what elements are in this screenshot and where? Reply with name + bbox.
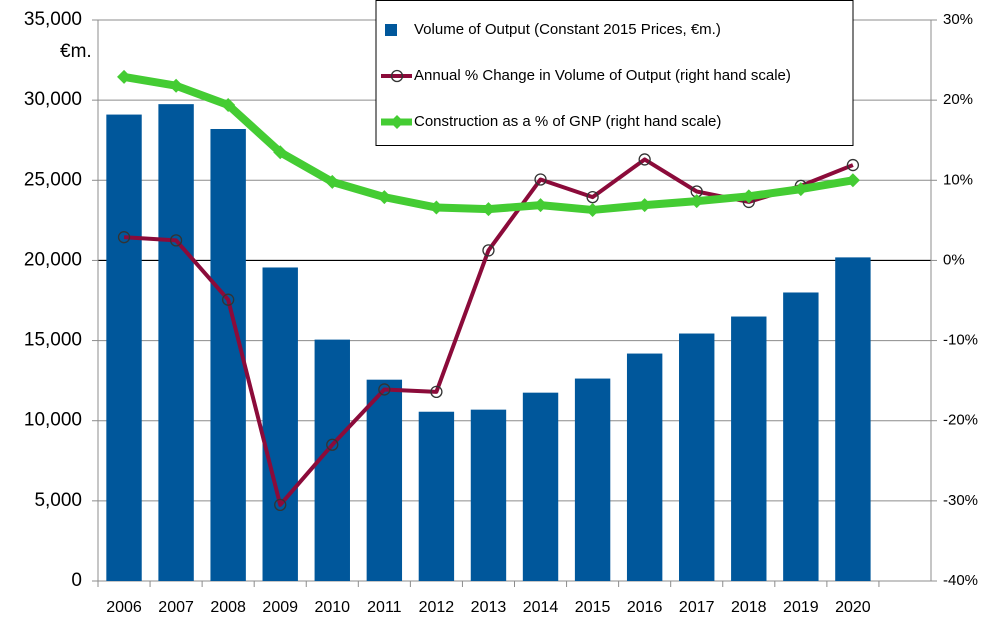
bar <box>783 292 819 581</box>
y-tick-label: 25,000 <box>24 169 82 190</box>
x-tick-label: 2008 <box>210 599 246 616</box>
y2-tick-label: -20% <box>943 412 978 429</box>
x-tick-label: 2006 <box>106 599 142 616</box>
line-marker <box>430 385 443 399</box>
y-tick-label: 10,000 <box>24 410 82 431</box>
line-marker <box>273 145 288 160</box>
y2-tick-label: 0% <box>943 251 965 268</box>
bar <box>158 104 194 582</box>
line-marker <box>689 194 704 209</box>
legend-marker <box>390 69 404 83</box>
line-marker <box>534 173 547 186</box>
line-marker <box>117 231 131 244</box>
bar <box>106 114 142 581</box>
x-tick-label: 2007 <box>158 599 194 616</box>
line-marker <box>741 189 756 204</box>
legend-label: Construction as a % of GNP (right hand s… <box>414 113 721 130</box>
bar <box>574 378 611 581</box>
y-tick-label: 20,000 <box>24 249 82 270</box>
line-marker <box>533 198 548 213</box>
bar <box>835 257 871 581</box>
y2-tick-label: 20% <box>943 91 973 108</box>
y2-tick-label: -30% <box>943 492 978 509</box>
x-tick-label: 2013 <box>471 599 507 616</box>
bar <box>262 267 298 581</box>
line-marker <box>845 173 860 188</box>
line-marker <box>274 498 287 512</box>
y2-tick-label: 30% <box>943 11 973 28</box>
y-tick-label: 15,000 <box>24 330 82 351</box>
line-marker <box>222 293 235 306</box>
line-marker <box>429 200 444 215</box>
line-marker <box>325 174 340 189</box>
line-marker <box>638 153 651 166</box>
line-marker <box>481 202 496 217</box>
x-tick-label: 2020 <box>835 599 871 616</box>
line-marker <box>482 244 495 257</box>
line-marker <box>326 438 339 451</box>
x-tick-label: 2017 <box>679 599 715 616</box>
bar <box>626 353 663 581</box>
legend-label: Volume of Output (Constant 2015 Prices, … <box>414 21 721 38</box>
y-unit-label: €m. <box>60 41 92 62</box>
x-tick-label: 2015 <box>575 599 611 616</box>
y-tick-label: 0 <box>71 570 82 591</box>
x-tick-label: 2011 <box>367 599 402 616</box>
line-marker <box>117 69 132 84</box>
line-marker <box>586 190 599 204</box>
legend-label: Annual % Change in Volume of Output (rig… <box>414 67 791 84</box>
bar <box>522 392 559 581</box>
x-tick-label: 2016 <box>627 599 663 616</box>
bar <box>418 411 455 581</box>
y-tick-label: 30,000 <box>24 89 82 110</box>
line-marker <box>793 182 808 197</box>
x-tick-label: 2014 <box>523 599 559 616</box>
x-tick-label: 2019 <box>783 599 819 616</box>
legend-box <box>375 0 854 146</box>
line-marker <box>377 190 392 205</box>
line-marker <box>169 78 184 93</box>
bar <box>679 333 715 581</box>
bar <box>731 316 767 581</box>
line-marker <box>585 202 600 217</box>
x-tick-label: 2010 <box>314 599 350 616</box>
legend-marker <box>390 115 404 129</box>
x-tick-label: 2018 <box>731 599 767 616</box>
y2-tick-label: 10% <box>943 171 973 188</box>
legend-swatch <box>385 24 397 36</box>
line-marker <box>637 198 652 213</box>
x-tick-label: 2012 <box>419 599 455 616</box>
y-tick-label: 5,000 <box>34 490 82 511</box>
y2-tick-label: -40% <box>943 572 978 589</box>
bar <box>470 409 507 581</box>
line-marker <box>846 158 860 172</box>
x-tick-label: 2009 <box>262 599 298 616</box>
y2-tick-label: -10% <box>943 332 978 349</box>
bar <box>210 128 246 581</box>
line-marker <box>169 234 183 247</box>
bar <box>366 379 403 581</box>
line-marker <box>378 383 391 396</box>
line-marker <box>221 97 236 112</box>
y-tick-label: 35,000 <box>24 9 82 30</box>
